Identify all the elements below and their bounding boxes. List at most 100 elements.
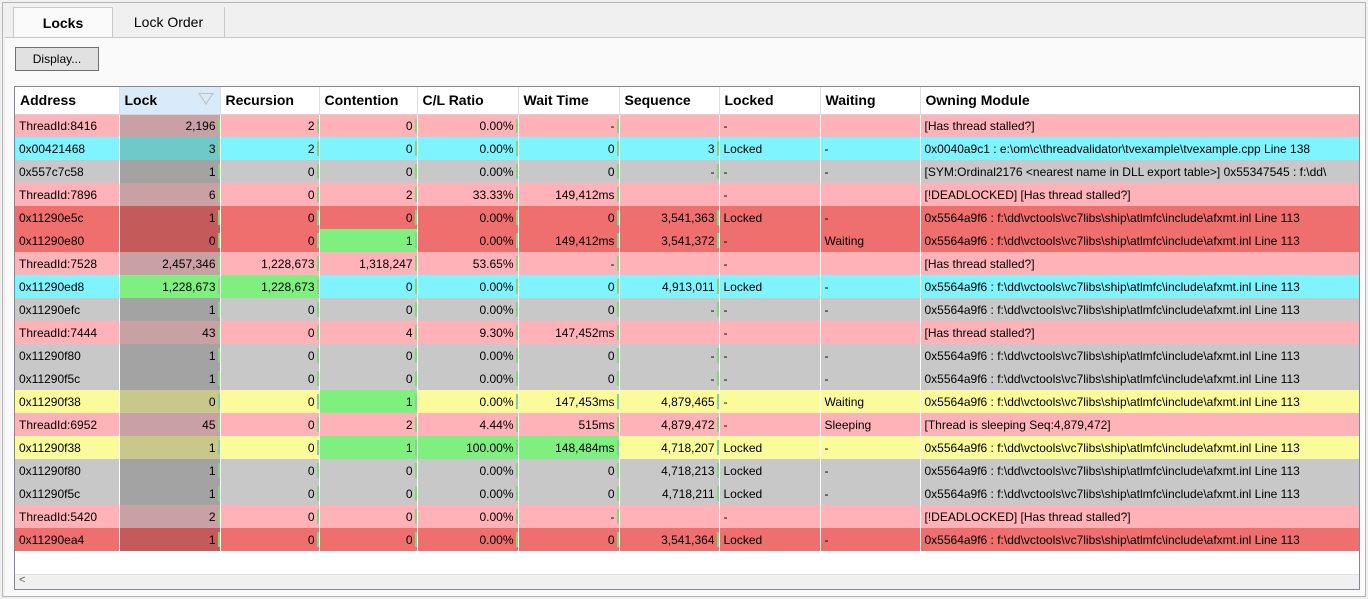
cell-recursion: 0 <box>220 390 320 413</box>
table-row[interactable]: 0x00421468 3 2 0 0.00% 0 3 Locked -0x0040a9c1 : … <box>15 137 1359 160</box>
cell-lock: 1 <box>119 206 221 229</box>
cell-waiting: - <box>820 528 921 551</box>
table-row[interactable]: ThreadId:7896 6 0 2 33.33% 149,412ms - [!DEADLO… <box>15 183 1359 206</box>
column-header-sequence[interactable]: Sequence <box>619 87 720 115</box>
cell-contention: 4 <box>319 321 418 344</box>
cell-lock: 2 <box>119 505 221 528</box>
cell-contention: 0 <box>319 367 418 390</box>
table-row[interactable]: 0x11290f38 0 0 1 0.00% 147,453ms 4,879,465- Wai… <box>15 390 1359 413</box>
cell-lock: 0 <box>119 390 221 413</box>
cell-locked: - <box>719 229 821 252</box>
cell-lock: 45 <box>119 413 221 436</box>
cell-wait-time: 147,452ms <box>518 321 620 344</box>
cell-contention: 0 <box>319 137 418 160</box>
cell-recursion: 0 <box>220 505 320 528</box>
column-header-owning-module[interactable]: Owning Module <box>920 87 1359 115</box>
column-header-wait-time[interactable]: Wait Time <box>518 87 620 115</box>
cell-address: 0x11290f80 <box>15 459 120 482</box>
column-header-contention[interactable]: Contention <box>319 87 418 115</box>
cell-owning-module: 0x5564a9f6 : f:\dd\vctools\vc7libs\ship\… <box>920 367 1359 390</box>
table-row[interactable]: ThreadId:8416 2,196 2 0 0.00% - - [Has thread s… <box>15 114 1359 137</box>
table-row[interactable]: ThreadId:6952 45 0 2 4.44% 515ms 4,879,472- Sle… <box>15 413 1359 436</box>
cell-locked: Locked <box>719 528 821 551</box>
tab-lock-order[interactable]: Lock Order <box>113 7 225 37</box>
table-row[interactable]: 0x11290f80 1 0 0 0.00% 0 4,718,213 Locked -0x556… <box>15 459 1359 482</box>
cell-address: ThreadId:6952 <box>15 413 120 436</box>
cell-waiting: - <box>820 137 921 160</box>
cell-wait-time: - <box>518 505 620 528</box>
cell-locked: - <box>719 367 821 390</box>
column-header-waiting[interactable]: Waiting <box>820 87 921 115</box>
cell-sequence: - <box>619 160 720 183</box>
table-row[interactable]: 0x11290f38 1 0 1 100.00% 148,484ms 4,718,207 Lo… <box>15 436 1359 459</box>
cell-c-l-ratio: 4.44% <box>417 413 519 436</box>
column-header-label: Lock <box>124 92 158 109</box>
cell-owning-module: [Has thread stalled?] <box>920 252 1359 275</box>
cell-lock: 2,196 <box>119 114 221 137</box>
table-row[interactable]: 0x11290f5c 1 0 0 0.00% 0 4,718,211 Locked -0x556… <box>15 482 1359 505</box>
cell-recursion: 0 <box>220 436 320 459</box>
cell-recursion: 1,228,673 <box>220 275 320 298</box>
cell-waiting: Waiting <box>820 390 921 413</box>
cell-address: 0x557c7c58 <box>15 160 120 183</box>
cell-locked: Locked <box>719 137 821 160</box>
cell-locked: - <box>719 505 821 528</box>
cell-waiting <box>820 505 921 528</box>
cell-contention: 2 <box>319 183 418 206</box>
chevron-left-icon[interactable]: < <box>19 574 26 586</box>
cell-address: 0x00421468 <box>15 137 120 160</box>
tab-locks[interactable]: Locks <box>13 7 113 38</box>
cell-locked: - <box>719 321 821 344</box>
horizontal-scrollbar[interactable]: < <box>15 574 1359 589</box>
cell-waiting <box>820 183 921 206</box>
table-row[interactable]: 0x11290e5c 1 0 0 0.00% 0 3,541,363 Locked -0x556… <box>15 206 1359 229</box>
cell-contention: 1 <box>319 436 418 459</box>
cell-lock: 1 <box>119 482 221 505</box>
cell-recursion: 0 <box>220 528 320 551</box>
cell-contention: 0 <box>319 505 418 528</box>
column-header-address[interactable]: Address <box>15 87 120 115</box>
cell-waiting: Waiting <box>820 229 921 252</box>
column-header-lock[interactable]: Lock <box>119 87 221 115</box>
cell-contention: 0 <box>319 482 418 505</box>
table-row[interactable]: ThreadId:7444 43 0 4 9.30% 147,452ms - [Has thr… <box>15 321 1359 344</box>
cell-contention: 0 <box>319 160 418 183</box>
cell-owning-module: 0x5564a9f6 : f:\dd\vctools\vc7libs\ship\… <box>920 206 1359 229</box>
cell-c-l-ratio: 0.00% <box>417 390 519 413</box>
cell-c-l-ratio: 0.00% <box>417 275 519 298</box>
locks-grid[interactable]: Address Lock Recursion Contention C/L Ratio W… <box>14 86 1360 590</box>
cell-contention: 0 <box>319 528 418 551</box>
cell-sequence: 4,913,011 <box>619 275 720 298</box>
cell-contention: 0 <box>319 206 418 229</box>
table-row[interactable]: 0x11290ed8 1,228,673 1,228,673 0 0.00% 0 4,913… <box>15 275 1359 298</box>
cell-contention: 1 <box>319 390 418 413</box>
cell-recursion: 2 <box>220 114 320 137</box>
table-row[interactable]: 0x11290f5c 1 0 0 0.00% 0- - -0x5564a9f6 : f:\dd… <box>15 367 1359 390</box>
cell-owning-module: 0x5564a9f6 : f:\dd\vctools\vc7libs\ship\… <box>920 275 1359 298</box>
cell-wait-time: 0 <box>518 160 620 183</box>
cell-owning-module: 0x5564a9f6 : f:\dd\vctools\vc7libs\ship\… <box>920 436 1359 459</box>
table-row[interactable]: 0x11290efc 1 0 0 0.00% 0- - -0x5564a9f6 : f:\dd… <box>15 298 1359 321</box>
cell-owning-module: 0x5564a9f6 : f:\dd\vctools\vc7libs\ship\… <box>920 229 1359 252</box>
table-row[interactable]: 0x11290e80 0 0 1 0.00% 149,412ms 3,541,372- Wai… <box>15 229 1359 252</box>
table-row[interactable]: ThreadId:5420 2 0 0 0.00% - - [!DEADLOCKED] [Ha… <box>15 505 1359 528</box>
cell-sequence <box>619 321 720 344</box>
cell-c-l-ratio: 0.00% <box>417 367 519 390</box>
cell-wait-time: 0 <box>518 367 620 390</box>
column-header-locked[interactable]: Locked <box>719 87 821 115</box>
grid-body: ThreadId:8416 2,196 2 0 0.00% - - [Has thread s… <box>15 114 1359 551</box>
table-row[interactable]: 0x11290ea4 1 0 0 0.00% 0 3,541,364 Locked -0x556… <box>15 528 1359 551</box>
cell-address: 0x11290e5c <box>15 206 120 229</box>
table-row[interactable]: 0x557c7c58 1 0 0 0.00% 0- - - [SYM:Ordinal2176 <… <box>15 160 1359 183</box>
column-header-c-l-ratio[interactable]: C/L Ratio <box>417 87 519 115</box>
table-row[interactable]: ThreadId:7528 2,457,346 1,228,673 1,318,247… <box>15 252 1359 275</box>
column-header-recursion[interactable]: Recursion <box>220 87 320 115</box>
cell-recursion: 0 <box>220 160 320 183</box>
table-row[interactable]: 0x11290f80 1 0 0 0.00% 0- - -0x5564a9f6 : f:\dd… <box>15 344 1359 367</box>
cell-c-l-ratio: 0.00% <box>417 160 519 183</box>
cell-owning-module: [Has thread stalled?] <box>920 114 1359 137</box>
cell-c-l-ratio: 100.00% <box>417 436 519 459</box>
display-button[interactable]: Display... <box>15 47 99 71</box>
cell-c-l-ratio: 9.30% <box>417 321 519 344</box>
